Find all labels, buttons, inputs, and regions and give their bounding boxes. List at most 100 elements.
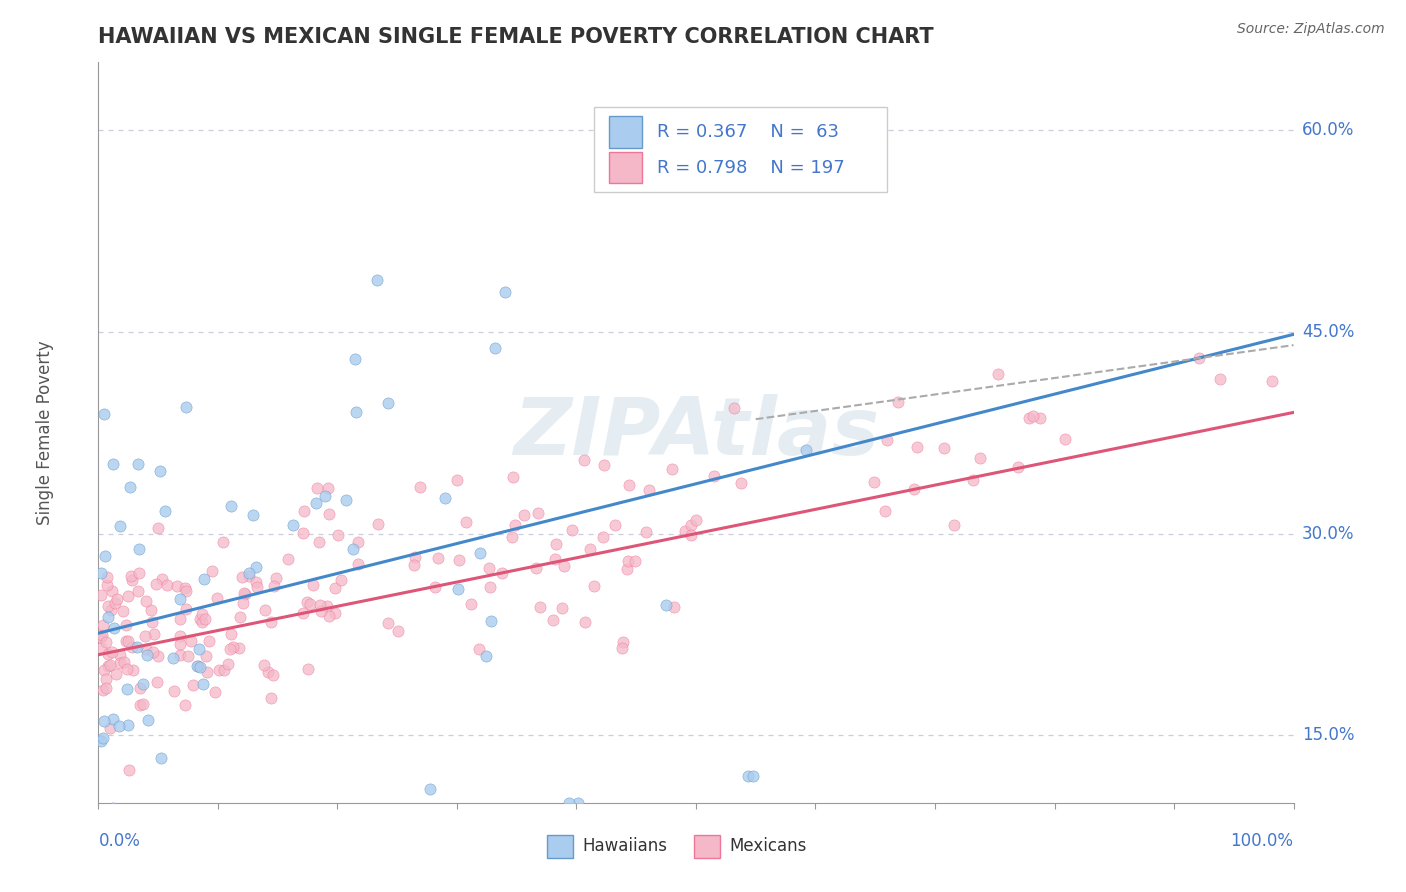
- Point: [686, 809, 709, 823]
- Point: [103, 800, 125, 814]
- Point: [730, 475, 752, 490]
- Point: [579, 542, 602, 557]
- Point: [478, 560, 501, 574]
- Point: [347, 558, 370, 572]
- Point: [186, 659, 208, 673]
- Point: [190, 607, 212, 621]
- Text: 45.0%: 45.0%: [1302, 323, 1354, 341]
- Point: [214, 663, 236, 677]
- Point: [169, 612, 191, 626]
- Point: [96, 577, 118, 591]
- Point: [301, 577, 323, 591]
- Point: [582, 579, 605, 593]
- Point: [593, 458, 616, 472]
- Point: [193, 572, 215, 586]
- Point: [197, 634, 219, 648]
- Point: [94, 681, 117, 696]
- Point: [194, 612, 217, 626]
- Bar: [609, 152, 643, 183]
- Point: [612, 635, 634, 649]
- Point: [100, 603, 122, 617]
- Point: [502, 470, 524, 484]
- Point: [114, 634, 136, 648]
- Text: 30.0%: 30.0%: [1302, 524, 1354, 542]
- Point: [742, 769, 765, 783]
- Point: [987, 367, 1010, 381]
- Point: [204, 684, 226, 698]
- Point: [127, 640, 149, 655]
- Point: [1022, 409, 1045, 423]
- Point: [557, 796, 579, 810]
- Point: [264, 571, 287, 585]
- Point: [366, 273, 388, 287]
- Point: [148, 649, 170, 664]
- Point: [308, 535, 330, 549]
- Point: [404, 549, 426, 564]
- Point: [673, 524, 696, 539]
- Text: 60.0%: 60.0%: [1302, 120, 1354, 139]
- Point: [887, 395, 910, 409]
- Point: [503, 517, 526, 532]
- Point: [91, 618, 114, 632]
- Point: [297, 595, 319, 609]
- Point: [231, 570, 253, 584]
- Point: [219, 500, 242, 514]
- Point: [115, 662, 138, 676]
- Point: [309, 599, 332, 613]
- Point: [101, 712, 124, 726]
- Point: [323, 581, 346, 595]
- Point: [330, 574, 353, 588]
- Point: [932, 441, 955, 455]
- Point: [574, 615, 596, 629]
- Point: [875, 504, 897, 518]
- Point: [207, 813, 229, 827]
- Point: [447, 553, 470, 567]
- Point: [135, 648, 157, 662]
- Point: [90, 631, 112, 645]
- Point: [905, 440, 928, 454]
- Point: [479, 580, 502, 594]
- Point: [737, 769, 759, 783]
- Point: [117, 634, 139, 648]
- Point: [283, 517, 305, 532]
- Text: 0.0%: 0.0%: [98, 832, 141, 850]
- Point: [145, 576, 167, 591]
- Point: [617, 554, 640, 568]
- Point: [454, 515, 477, 529]
- Point: [277, 552, 299, 566]
- Point: [136, 713, 159, 727]
- Point: [93, 664, 115, 678]
- Point: [187, 659, 209, 673]
- Point: [624, 554, 647, 568]
- Point: [188, 660, 211, 674]
- Text: Source: ZipAtlas.com: Source: ZipAtlas.com: [1237, 22, 1385, 37]
- Point: [90, 812, 112, 826]
- Point: [541, 614, 564, 628]
- Point: [105, 591, 128, 606]
- Point: [90, 734, 112, 748]
- Point: [679, 528, 702, 542]
- Point: [153, 504, 176, 518]
- Point: [1007, 460, 1029, 475]
- Point: [561, 523, 583, 537]
- Point: [128, 566, 150, 581]
- Point: [307, 481, 329, 495]
- Point: [685, 513, 707, 527]
- Point: [318, 507, 340, 521]
- Point: [501, 530, 523, 544]
- Point: [163, 684, 186, 698]
- Point: [567, 796, 589, 810]
- Point: [703, 469, 725, 483]
- Point: [546, 537, 568, 551]
- Point: [162, 651, 184, 665]
- Point: [93, 407, 115, 421]
- Point: [233, 587, 256, 601]
- Text: 15.0%: 15.0%: [1302, 726, 1354, 745]
- Point: [97, 647, 120, 661]
- Point: [222, 640, 245, 655]
- Point: [446, 473, 468, 487]
- Point: [387, 624, 409, 639]
- Point: [475, 648, 498, 663]
- Point: [115, 618, 138, 632]
- Point: [256, 665, 278, 679]
